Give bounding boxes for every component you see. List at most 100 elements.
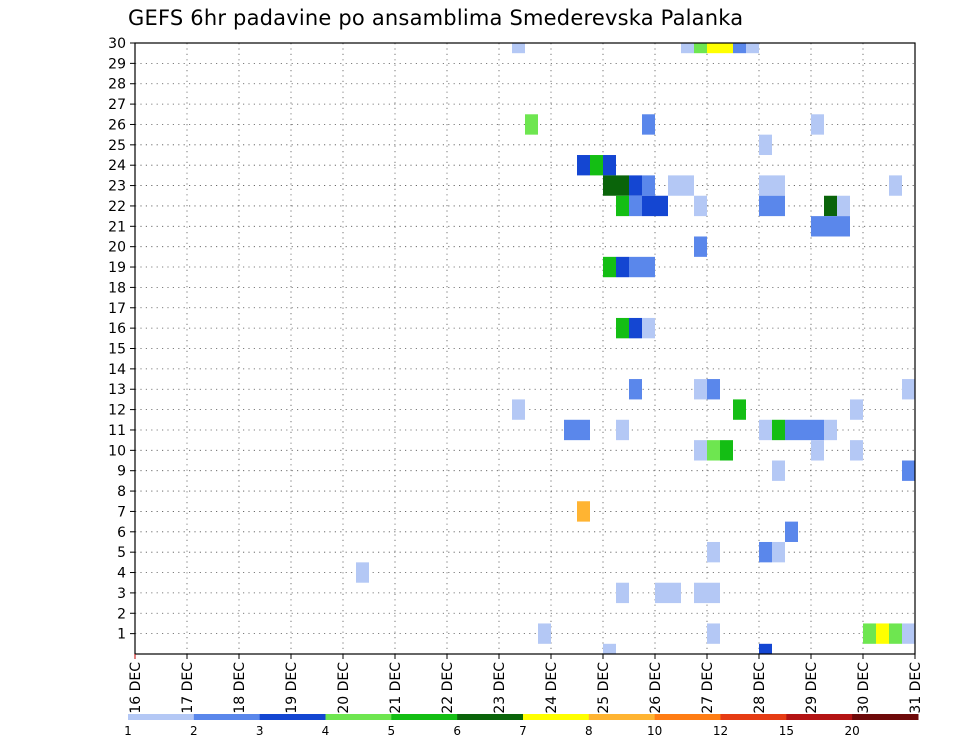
- colorbar-segment: [786, 714, 853, 720]
- precip-cell: [850, 440, 863, 461]
- precip-cell: [603, 155, 616, 176]
- x-tick-label: 25 DEC: [596, 662, 612, 714]
- precip-cell: [616, 256, 629, 278]
- precip-cell: [902, 379, 915, 400]
- x-tick-label: 20 DEC: [336, 662, 352, 714]
- colorbar-segment: [654, 714, 721, 720]
- precip-cell: [577, 501, 590, 522]
- x-tick-label: 29 DEC: [804, 662, 820, 714]
- x-tick-label: 23 DEC: [492, 662, 508, 714]
- y-tick-label: 11: [108, 423, 126, 439]
- precip-cell: [603, 256, 616, 278]
- precip-cell: [707, 379, 720, 400]
- precip-cell: [629, 379, 642, 400]
- y-tick-label: 27: [108, 97, 126, 113]
- precip-cell: [590, 155, 603, 176]
- y-tick-label: 19: [108, 260, 126, 276]
- precip-cell: [707, 440, 720, 461]
- precip-cell: [811, 216, 824, 237]
- precip-cell: [616, 175, 629, 196]
- precip-cell: [707, 582, 720, 604]
- y-tick-label: 1: [117, 627, 126, 643]
- colorbar-tick-label: 12: [713, 724, 728, 738]
- x-tick-label: 24 DEC: [544, 662, 560, 714]
- y-tick-label: 15: [108, 342, 126, 358]
- precip-cell: [707, 43, 720, 54]
- y-tick-label: 21: [108, 219, 126, 235]
- y-tick-label: 17: [108, 301, 126, 317]
- precip-cell: [642, 256, 655, 278]
- precip-cell: [642, 175, 655, 196]
- grid-lines: [135, 43, 915, 654]
- precip-cell: [616, 582, 629, 604]
- precip-cell: [824, 216, 837, 237]
- precip-cell: [668, 582, 681, 604]
- chart-title: GEFS 6hr padavine po ansamblima Smederev…: [128, 6, 744, 30]
- precip-cell: [759, 541, 772, 563]
- colorbar-tick-label: 8: [585, 724, 593, 738]
- precip-cell: [629, 256, 642, 278]
- x-tick-label: 22 DEC: [440, 662, 456, 714]
- y-tick-label: 5: [117, 545, 126, 561]
- colorbar-segment: [391, 714, 458, 720]
- precip-cell: [733, 399, 746, 420]
- precip-cell: [642, 317, 655, 339]
- precip-cell: [824, 419, 837, 441]
- x-tick-label: 18 DEC: [232, 662, 248, 714]
- precip-cell: [759, 419, 772, 441]
- y-tick-label: 30: [108, 36, 126, 52]
- precip-cell: [876, 623, 889, 644]
- precip-cell: [564, 419, 577, 441]
- colorbar-segment: [852, 714, 919, 720]
- colorbar-tick-label: 5: [388, 724, 396, 738]
- precip-cell: [668, 175, 681, 196]
- precip-cell: [772, 460, 785, 481]
- precip-cell: [655, 195, 668, 217]
- precip-cell: [629, 195, 642, 217]
- precip-cell: [824, 195, 837, 217]
- colorbar-segment: [588, 714, 656, 720]
- precip-cell: [772, 419, 785, 441]
- precip-cell: [720, 43, 733, 54]
- precip-cell: [603, 643, 616, 654]
- precip-cell: [811, 114, 824, 135]
- y-tick-label: 16: [108, 321, 126, 337]
- y-tick-label: 20: [108, 240, 126, 256]
- precip-cell: [798, 419, 811, 441]
- x-tick-label: 31 DEC: [908, 662, 924, 714]
- colorbar-tick-label: 20: [845, 724, 860, 738]
- precip-cell: [720, 440, 733, 461]
- precip-cell: [577, 155, 590, 176]
- precip-cell: [772, 175, 785, 196]
- y-tick-label: 18: [108, 280, 126, 296]
- precip-cell: [785, 419, 798, 441]
- precip-cell: [902, 623, 915, 644]
- precip-cell: [733, 43, 746, 54]
- precip-cell: [616, 195, 629, 217]
- precip-cell: [759, 175, 772, 196]
- precip-cell: [837, 216, 850, 237]
- precip-cell: [694, 195, 707, 217]
- precip-cell: [603, 175, 616, 196]
- precip-cell: [642, 114, 655, 135]
- y-tick-label: 12: [108, 403, 126, 419]
- precip-cell: [577, 419, 590, 441]
- y-tick-label: 28: [108, 77, 126, 93]
- precip-cell: [863, 623, 876, 644]
- x-tick-label: 21 DEC: [388, 662, 404, 714]
- x-tick-label: 16 DEC: [128, 662, 144, 714]
- y-tick-label: 29: [108, 56, 126, 72]
- precip-cell: [512, 43, 525, 54]
- precip-cell: [694, 43, 707, 54]
- x-axis: 16 DEC 17 DEC 18 DEC 19 DEC 20 DEC 21 DEC 22 D…: [128, 654, 924, 714]
- precip-cell: [785, 521, 798, 542]
- x-tick-label: 30 DEC: [856, 662, 872, 714]
- colorbar-segment: [523, 714, 590, 720]
- colorbar-tick-label: 6: [453, 724, 461, 738]
- y-axis: 1234567891011121314151617181920212223242…: [108, 36, 135, 643]
- precip-cell: [889, 623, 902, 644]
- precip-cell: [694, 379, 707, 400]
- precip-cell: [616, 317, 629, 339]
- precip-cell: [681, 175, 694, 196]
